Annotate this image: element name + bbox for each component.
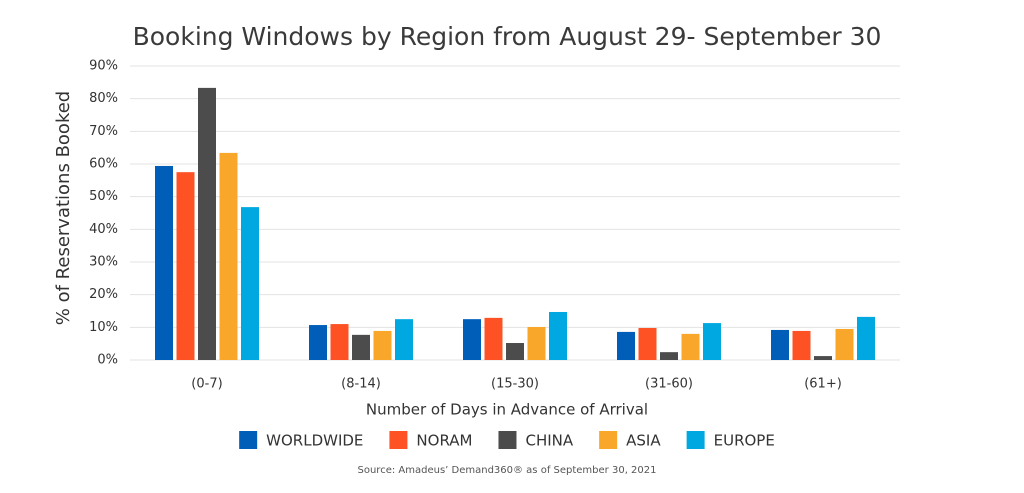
y-axis-label: % of Reservations Booked [53,91,74,325]
bar [352,334,370,360]
x-tick-label: (0-7) [191,377,222,392]
bar [771,329,789,360]
bar [660,352,678,360]
bar [176,172,195,360]
legend-swatch [239,431,258,449]
legend-swatch [498,431,517,449]
legend-label: EUROPE [714,432,775,450]
bar [463,319,481,360]
bar [814,356,832,360]
legend-label: WORLDWIDE [266,432,363,450]
bar [484,317,503,360]
bar [703,323,721,360]
bar [527,327,546,360]
y-tick-label: 50% [89,189,118,204]
source-note: Source: Amadeus’ Demand360® as of Septem… [358,465,657,476]
bar [549,311,567,360]
x-tick-label: (8-14) [341,377,381,392]
x-tick-label: (61+) [804,377,842,392]
bar [792,330,811,360]
y-tick-label: 60% [89,157,118,172]
y-tick-label: 70% [89,124,118,139]
bar [373,330,392,360]
bar [219,152,238,360]
x-tick-label: (31-60) [645,377,693,392]
y-tick-label: 30% [89,255,118,270]
y-tick-label: 40% [89,222,118,237]
bar [309,325,327,360]
y-tick-label: 20% [89,287,118,302]
legend-swatch [599,431,618,449]
y-tick-label: 90% [89,59,118,74]
bar [835,328,854,360]
y-tick-label: 10% [89,320,118,335]
legend-label: NORAM [416,432,472,450]
legend-label: CHINA [525,432,573,450]
chart-title: Booking Windows by Region from August 29… [133,22,882,51]
bar [857,316,875,360]
legend-swatch [686,431,705,449]
bar [241,207,259,360]
bar [155,165,173,360]
bar [681,333,700,360]
bar [330,324,349,360]
bar [506,343,524,360]
legend-label: ASIA [626,432,661,450]
x-axis-label: Number of Days in Advance of Arrival [366,401,648,419]
y-tick-label: 0% [97,353,118,368]
y-tick-label: 80% [89,91,118,106]
bar [638,327,657,360]
x-tick-label: (15-30) [491,377,539,392]
legend-swatch [389,431,408,449]
bar [617,331,635,360]
bar [395,319,413,360]
bar [198,87,216,361]
